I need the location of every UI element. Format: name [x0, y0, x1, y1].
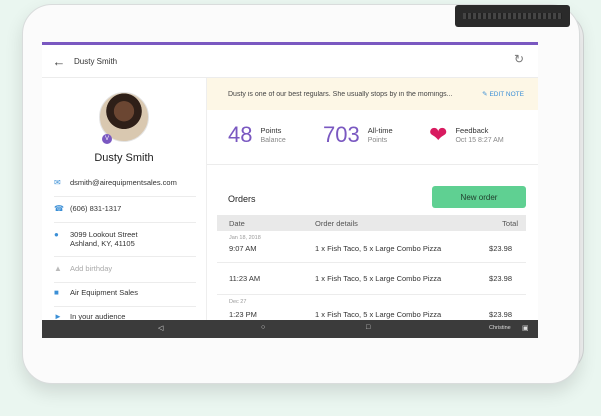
phone-icon: ☎ [54, 204, 64, 213]
feedback-date: Oct 15 8:27 AM [455, 136, 504, 144]
points-balance: 48 Points Balance [228, 122, 286, 148]
address-line2: Ashland, KY, 41105 [70, 239, 135, 248]
lock-icon[interactable]: ▣ [522, 325, 529, 332]
alltime-points: 703 All-time Points [323, 122, 393, 148]
column-order-details: Order details [315, 219, 358, 228]
page-title: Dusty Smith [74, 56, 118, 66]
column-total: Total [502, 219, 518, 228]
audience-row[interactable]: ► In your audience [54, 312, 196, 324]
phone-row[interactable]: ☎ (606) 831-1317 [54, 204, 196, 223]
feedback[interactable]: ❤ Feedback Oct 15 8:27 AM [429, 122, 504, 148]
alltime-value: 703 [323, 122, 360, 147]
nav-back-icon[interactable]: ◁ [158, 325, 164, 332]
arrow-left-icon[interactable]: ← [52, 53, 66, 69]
edit-note-label: EDIT NOTE [489, 91, 524, 98]
order-total: $23.98 [489, 274, 512, 283]
sync-icon[interactable]: ↻ [513, 52, 524, 66]
order-date: Jan 18, 2018 [229, 235, 261, 241]
card-reader [455, 5, 570, 27]
new-order-button[interactable]: New order [432, 186, 526, 208]
customer-profile: V Dusty Smith ✉ dsmith@airequipmentsales… [42, 78, 207, 321]
order-details: 1 x Fish Taco, 5 x Large Combo Pizza [315, 310, 442, 319]
edit-note-button[interactable]: ✎ EDIT NOTE [482, 91, 524, 98]
points-value: 48 [228, 122, 253, 147]
phone-value: (606) 831-1317 [70, 204, 122, 213]
avatar [99, 92, 149, 142]
screen: ← Dusty Smith ↻ V Dusty Smith ✉ dsmith@a… [42, 42, 538, 338]
vip-badge: V [102, 134, 112, 144]
alltime-sub: Points [367, 136, 388, 144]
order-time: 9:07 AM [229, 244, 257, 253]
customer-note: Dusty is one of our best regulars. She u… [207, 78, 538, 110]
email-value: dsmith@airequipmentsales.com [70, 178, 177, 187]
points-label: Points [260, 125, 282, 135]
nav-home-icon[interactable]: ○ [261, 324, 266, 331]
points-sub: Balance [260, 136, 286, 144]
cake-icon: ▲ [54, 264, 62, 273]
order-time: 1:23 PM [229, 310, 257, 319]
order-total: $23.98 [489, 310, 512, 319]
orders-title: Orders [228, 194, 256, 204]
orders-table-header: Date Order details Total [217, 215, 526, 231]
email-icon: ✉ [54, 178, 61, 187]
column-date: Date [229, 219, 245, 228]
feedback-label: Feedback [455, 125, 489, 135]
alltime-label: All-time [367, 125, 393, 135]
birthday-row[interactable]: ▲ Add birthday [54, 264, 196, 283]
address-row[interactable]: ● 3099 Lookout Street Ashland, KY, 41105 [54, 230, 196, 257]
order-details: 1 x Fish Taco, 5 x Large Combo Pizza [315, 274, 442, 283]
heart-icon: ❤ [429, 122, 448, 147]
android-nav-bar: ◁ ○ □ Christine ▣ [42, 320, 538, 338]
company-value: Air Equipment Sales [70, 288, 138, 297]
company-row[interactable]: ■ Air Equipment Sales [54, 288, 196, 307]
location-pin-icon: ● [54, 230, 59, 239]
nav-user: Christine [489, 325, 511, 331]
birthday-placeholder: Add birthday [70, 264, 113, 273]
order-row[interactable]: Jan 18, 2018 9:07 AM 1 x Fish Taco, 5 x … [217, 232, 526, 263]
audience-value: In your audience [70, 312, 126, 321]
order-row[interactable]: 11:23 AM 1 x Fish Taco, 5 x Large Combo … [217, 264, 526, 295]
customer-detail: Dusty is one of our best regulars. She u… [207, 78, 538, 327]
order-details: 1 x Fish Taco, 5 x Large Combo Pizza [315, 244, 442, 253]
email-row[interactable]: ✉ dsmith@airequipmentsales.com [54, 178, 196, 197]
loyalty-stats: 48 Points Balance 703 All-time Points ❤ … [207, 110, 538, 165]
address-line1: 3099 Lookout Street [70, 230, 138, 239]
note-text: Dusty is one of our best regulars. She u… [228, 90, 453, 98]
megaphone-icon: ► [54, 312, 62, 321]
customer-name: Dusty Smith [94, 152, 154, 164]
order-date: Dec 27 [229, 299, 247, 305]
briefcase-icon: ■ [54, 288, 59, 297]
app-header: ← Dusty Smith ↻ [42, 45, 538, 78]
order-time: 11:23 AM [229, 274, 261, 283]
accent-bar [42, 42, 538, 45]
order-total: $23.98 [489, 244, 512, 253]
nav-recents-icon[interactable]: □ [366, 324, 371, 331]
